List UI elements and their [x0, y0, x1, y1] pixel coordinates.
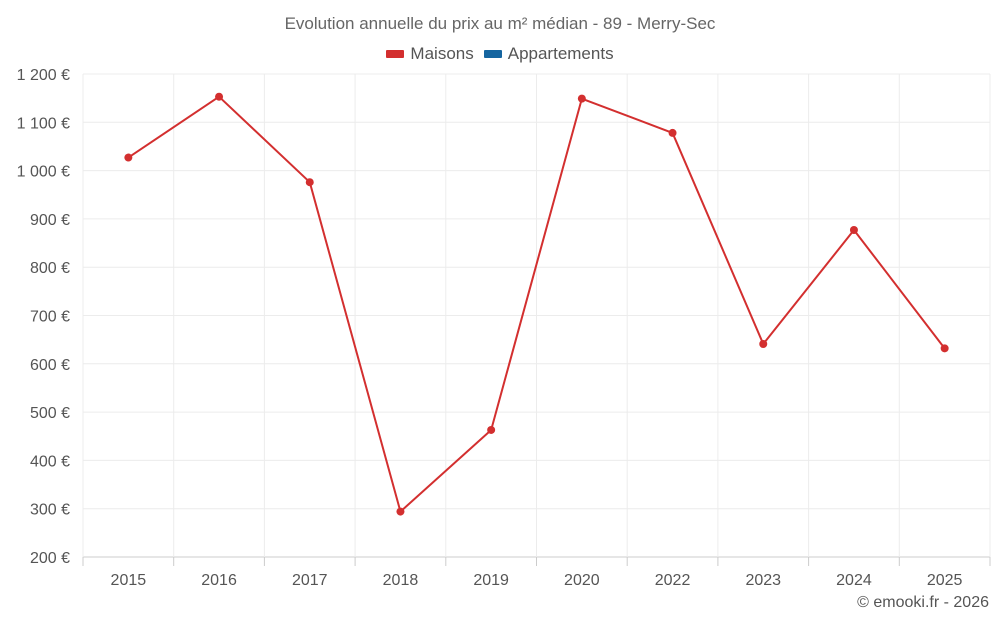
- data-point-maisons[interactable]: [487, 425, 496, 434]
- chart-title: Evolution annuelle du prix au m² médian …: [284, 14, 716, 33]
- x-tick-label: 2022: [655, 572, 691, 589]
- x-tick-label: 2015: [111, 572, 147, 589]
- x-tick-label: 2017: [292, 572, 328, 589]
- y-tick-label: 500 €: [30, 405, 70, 422]
- y-tick-label: 1 100 €: [17, 115, 70, 132]
- y-tick-label: 300 €: [30, 502, 70, 519]
- data-point-maisons[interactable]: [759, 339, 768, 348]
- legend-item-maisons[interactable]: Maisons: [386, 44, 474, 64]
- y-tick-label: 700 €: [30, 309, 70, 326]
- x-tick-label: 2024: [836, 572, 872, 589]
- series-line-maisons: [127, 95, 946, 513]
- legend-item-appartements[interactable]: Appartements: [483, 44, 614, 64]
- data-point-maisons[interactable]: [124, 153, 133, 162]
- legend-swatch-appartements: [483, 50, 502, 58]
- x-tick-label: 2023: [745, 572, 781, 589]
- legend-label-appartements: Appartements: [507, 44, 614, 63]
- data-point-maisons[interactable]: [215, 92, 224, 101]
- legend: Maisons Appartements: [0, 44, 1000, 64]
- credit-text: © emooki.fr - 2026: [857, 594, 989, 611]
- x-tick-label: 2020: [564, 572, 600, 589]
- data-point-maisons[interactable]: [849, 226, 858, 235]
- data-point-maisons[interactable]: [940, 344, 949, 353]
- x-tick-label: 2016: [201, 572, 237, 589]
- legend-label-maisons: Maisons: [410, 44, 474, 63]
- data-point-maisons[interactable]: [668, 128, 677, 137]
- y-tick-label: 600 €: [30, 357, 70, 374]
- data-point-maisons[interactable]: [396, 507, 405, 516]
- x-tick-label: 2019: [473, 572, 509, 589]
- x-tick-label: 2025: [927, 572, 963, 589]
- y-tick-label: 1 000 €: [17, 164, 70, 181]
- y-tick-label: 800 €: [30, 260, 70, 277]
- y-tick-label: 400 €: [30, 453, 70, 470]
- y-tick-label: 900 €: [30, 212, 70, 229]
- legend-swatch-maisons: [386, 50, 405, 58]
- x-tick-label: 2018: [383, 572, 419, 589]
- data-point-maisons[interactable]: [305, 178, 314, 187]
- y-tick-label: 200 €: [30, 550, 70, 567]
- data-point-maisons[interactable]: [577, 94, 586, 103]
- y-tick-label: 1 200 €: [17, 67, 70, 84]
